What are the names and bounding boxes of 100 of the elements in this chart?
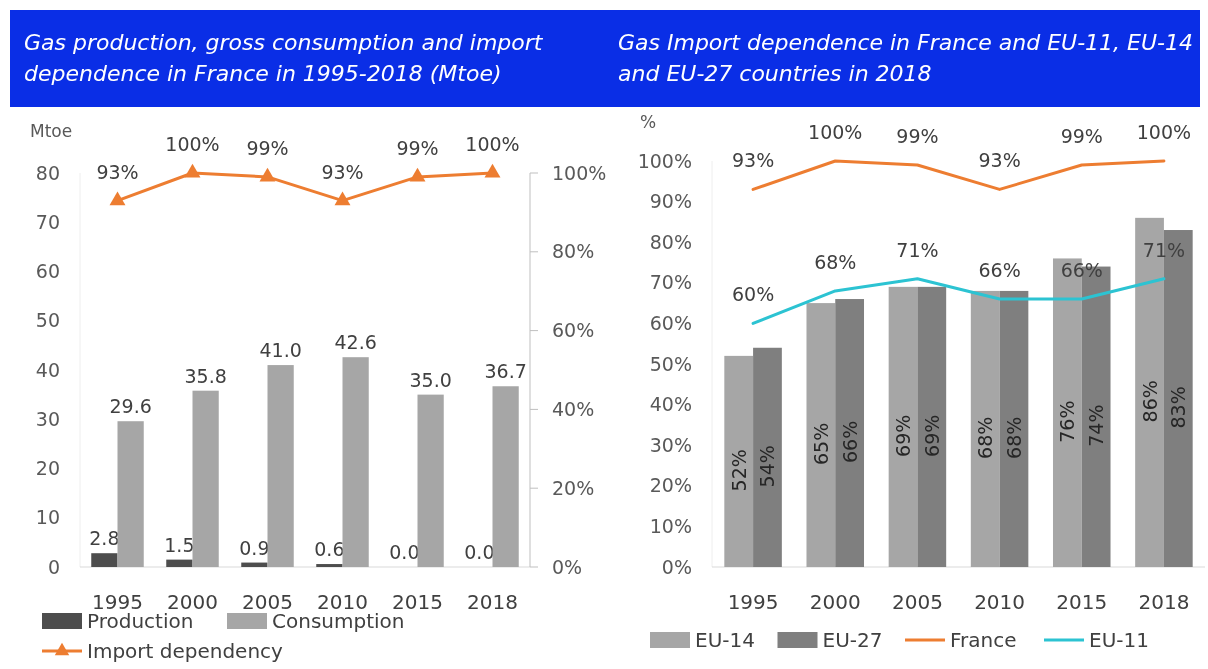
bar bbox=[342, 357, 369, 567]
bar bbox=[267, 365, 294, 567]
y-tick-label: 40 bbox=[35, 358, 60, 381]
data-label: 68% bbox=[1002, 416, 1025, 459]
data-label: 93% bbox=[978, 149, 1021, 172]
data-label: 100% bbox=[165, 133, 220, 155]
y-tick-label: 30% bbox=[649, 433, 692, 456]
x-tick-label: 2000 bbox=[809, 590, 861, 614]
point bbox=[184, 163, 201, 178]
data-label: 100% bbox=[465, 133, 520, 155]
bar bbox=[192, 390, 219, 567]
y2-tick-label: 60% bbox=[552, 319, 595, 342]
legend-label: EU-27 bbox=[822, 628, 883, 652]
data-label: 66% bbox=[1060, 259, 1103, 282]
data-label: 42.6 bbox=[334, 331, 377, 354]
data-label: 69% bbox=[892, 414, 915, 457]
y-tick-label: 70 bbox=[35, 210, 60, 233]
data-label: 100% bbox=[808, 121, 863, 143]
data-label: 35.0 bbox=[409, 368, 452, 391]
y-tick-label: 50 bbox=[35, 309, 60, 332]
data-label: 93% bbox=[96, 160, 139, 183]
bar bbox=[724, 355, 754, 567]
y2-tick-label: 20% bbox=[552, 476, 595, 499]
data-label: 0.0 bbox=[464, 541, 495, 563]
data-label: 93% bbox=[731, 149, 775, 172]
legend-label: Import dependency bbox=[87, 639, 284, 663]
bar bbox=[999, 290, 1029, 567]
data-label: 76% bbox=[1056, 400, 1079, 443]
data-label: 41.0 bbox=[259, 339, 302, 362]
data-label: 68% bbox=[974, 416, 997, 459]
y2-tick-label: 40% bbox=[552, 398, 595, 421]
y-tick-label: 60 bbox=[35, 260, 60, 283]
bar bbox=[806, 303, 836, 567]
data-label: 0.0 bbox=[389, 541, 420, 563]
data-label: 60% bbox=[731, 283, 775, 306]
bar bbox=[492, 386, 519, 567]
y-tick-label: 80 bbox=[35, 161, 60, 184]
y-tick-label: 20 bbox=[35, 457, 60, 480]
data-label: 66% bbox=[978, 259, 1021, 282]
data-label: 1.5 bbox=[164, 533, 195, 556]
x-tick-label: 2015 bbox=[1056, 590, 1108, 614]
y-tick-label: 60% bbox=[649, 312, 692, 335]
x-tick-label: 2018 bbox=[467, 590, 518, 614]
data-label: 65% bbox=[809, 422, 832, 466]
data-label: 86% bbox=[1138, 380, 1161, 423]
data-label: 36.7 bbox=[484, 360, 527, 383]
data-label: 52% bbox=[727, 449, 750, 492]
data-label: 66% bbox=[838, 420, 861, 464]
data-label: 71% bbox=[896, 238, 939, 261]
bar bbox=[117, 421, 144, 567]
bar bbox=[241, 562, 268, 567]
x-tick-label: 2005 bbox=[891, 590, 943, 614]
data-label: 100% bbox=[1136, 121, 1192, 143]
y2-tick-label: 80% bbox=[552, 240, 595, 263]
y-tick-label: 30 bbox=[35, 407, 60, 430]
legend-label: EU-11 bbox=[1089, 628, 1149, 652]
data-label: 99% bbox=[396, 136, 439, 159]
bar bbox=[91, 553, 118, 567]
y-tick-label: 40% bbox=[649, 393, 692, 416]
x-tick-label: 2018 bbox=[1138, 590, 1190, 614]
data-label: 54% bbox=[756, 445, 779, 488]
bar bbox=[970, 290, 1000, 567]
y-tick-label: 100% bbox=[637, 149, 692, 172]
y-tick-label: 0% bbox=[661, 555, 692, 578]
x-tick-label: 1995 bbox=[727, 590, 779, 614]
data-label: 74% bbox=[1085, 404, 1108, 447]
y-tick-label: 10% bbox=[649, 515, 692, 538]
data-label: 2.8 bbox=[89, 527, 120, 550]
chart-title: Gas production, gross consumption and import dependence in France in 1995-2018 (Mtoe) bbox=[24, 30, 544, 86]
y-tick-label: 70% bbox=[649, 271, 692, 294]
point bbox=[334, 191, 351, 206]
data-label: 69% bbox=[920, 414, 943, 457]
data-label: 99% bbox=[1060, 125, 1103, 148]
data-label: 0.9 bbox=[239, 536, 270, 559]
data-label: 99% bbox=[896, 125, 939, 148]
y2-tick-label: 0% bbox=[552, 555, 583, 578]
legend-label: EU-14 bbox=[695, 628, 755, 652]
y-tick-label: 90% bbox=[649, 190, 692, 213]
y-tick-label: 0 bbox=[47, 555, 60, 578]
x-tick-label: 2010 bbox=[974, 590, 1026, 614]
y-tick-label: 50% bbox=[649, 352, 692, 375]
data-label: 0.6 bbox=[314, 538, 345, 561]
bar bbox=[753, 347, 782, 567]
bar bbox=[835, 299, 865, 567]
chart-title: Gas Import dependence in France and EU-11, EU-14 and EU-27 countries in 2018 bbox=[618, 30, 1194, 86]
bar bbox=[417, 394, 444, 567]
y2-tick-label: 100% bbox=[552, 161, 607, 184]
point bbox=[109, 191, 126, 206]
y-tick-label: 20% bbox=[649, 474, 692, 497]
data-label: 35.8 bbox=[184, 364, 227, 387]
y-tick-label: 10 bbox=[35, 506, 60, 529]
point bbox=[409, 167, 426, 182]
point bbox=[484, 163, 501, 178]
bar bbox=[316, 564, 343, 567]
y-axis-title: % bbox=[640, 112, 657, 132]
bar bbox=[166, 559, 193, 567]
bar bbox=[888, 286, 918, 567]
data-label: 68% bbox=[814, 250, 857, 273]
legend-label: France bbox=[950, 628, 1017, 652]
y-tick-label: 80% bbox=[649, 230, 692, 253]
